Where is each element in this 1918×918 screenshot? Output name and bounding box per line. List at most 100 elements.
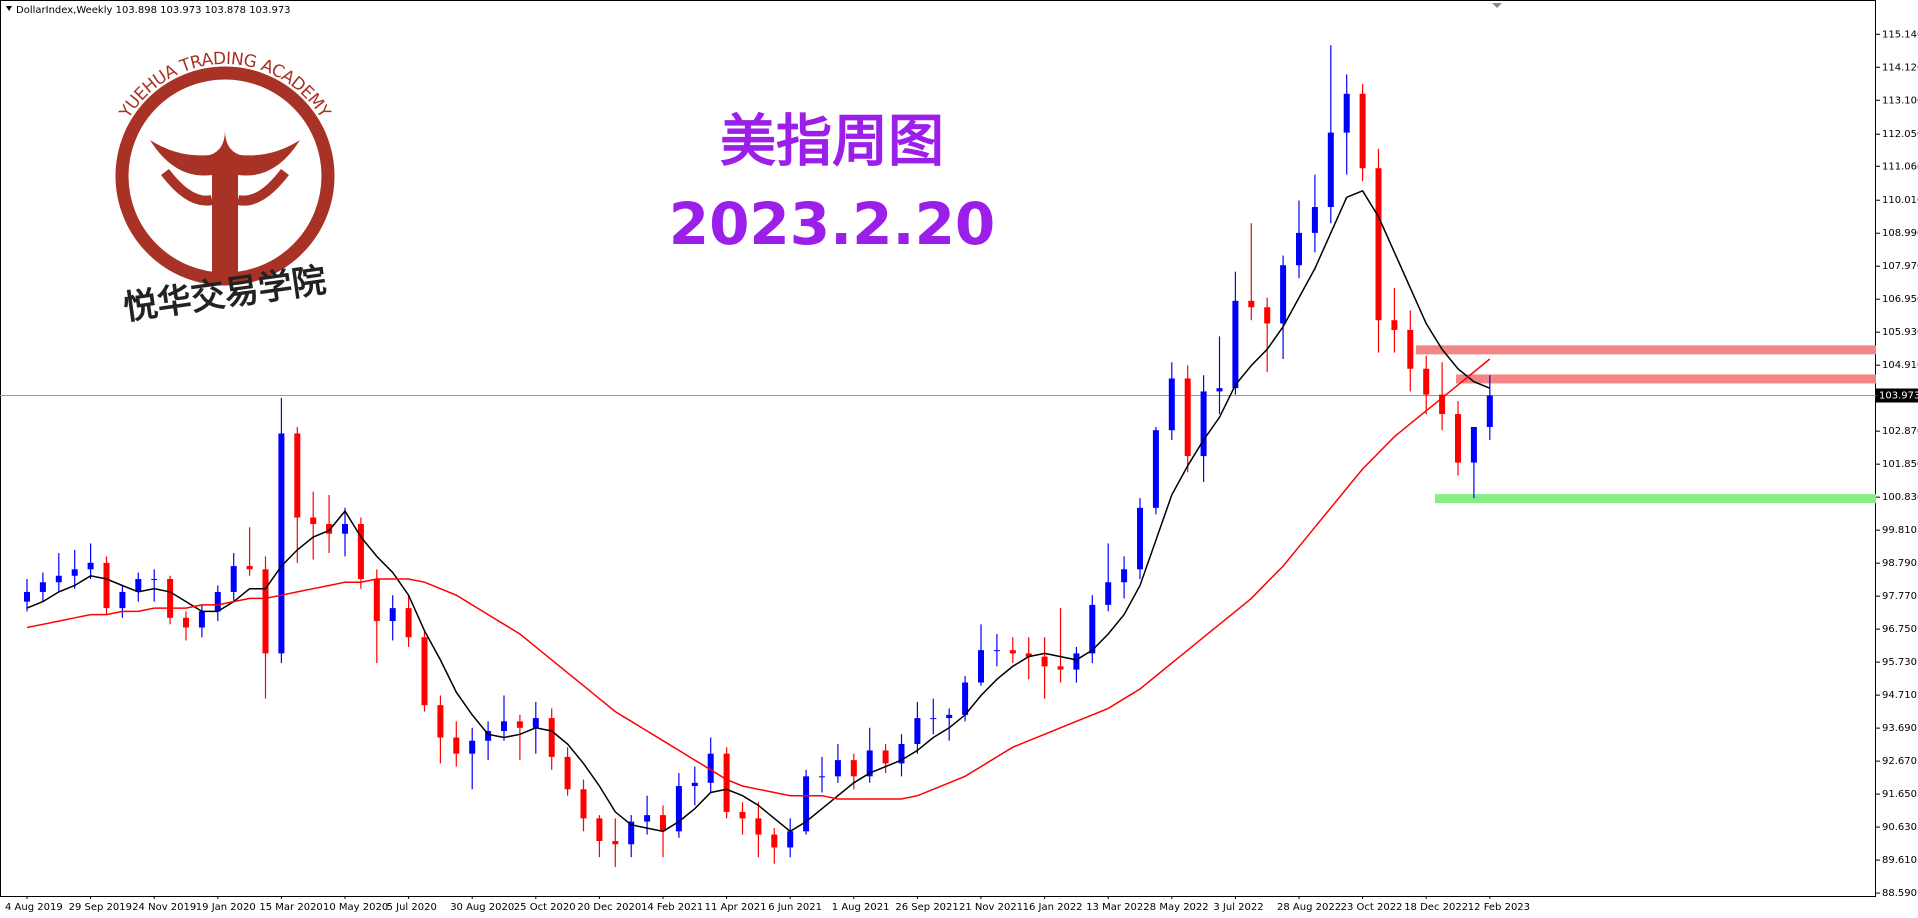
x-tick-label: 25 Oct 2020 xyxy=(514,902,576,913)
candle-body xyxy=(342,524,348,534)
candle-body xyxy=(501,721,507,732)
candle-body xyxy=(1184,378,1191,457)
y-tick-label: 99.810 xyxy=(1882,525,1917,536)
x-tick-label: 29 Sep 2019 xyxy=(69,902,132,913)
logo-ring xyxy=(115,66,335,286)
candle-body xyxy=(644,815,651,822)
x-tick-label: 10 May 2020 xyxy=(323,902,388,913)
candle-body xyxy=(1264,307,1271,324)
y-tick-label: 101.850 xyxy=(1882,459,1918,470)
candle-body xyxy=(1375,168,1382,321)
candle-body xyxy=(1455,414,1461,463)
x-tick-label: 4 Aug 2019 xyxy=(5,902,63,913)
candle-body xyxy=(1105,582,1112,605)
candle-body xyxy=(1009,650,1016,654)
candle-body xyxy=(739,811,746,819)
level-zone xyxy=(1416,345,1876,355)
candle-body xyxy=(55,575,62,583)
candle-body xyxy=(103,562,110,609)
y-tick-label: 107.970 xyxy=(1882,261,1918,272)
candle-body xyxy=(1423,368,1430,395)
candle-body xyxy=(294,433,301,518)
y-tick-label: 115.140 xyxy=(1882,29,1918,40)
x-tick-label: 20 Dec 2020 xyxy=(577,902,641,913)
candle-body xyxy=(39,582,46,592)
last-price-label: 103.973 xyxy=(1879,391,1918,402)
candle-body xyxy=(1407,329,1414,369)
candle-body xyxy=(1025,653,1032,657)
candle-body xyxy=(357,524,364,580)
y-tick-label: 104.910 xyxy=(1882,360,1918,371)
candle-body xyxy=(1391,320,1398,330)
candle-body xyxy=(151,579,158,581)
x-tick-label: 30 Aug 2020 xyxy=(450,902,514,913)
candle-body xyxy=(183,617,189,628)
last-price-box xyxy=(1876,388,1918,403)
candle-body xyxy=(866,750,873,777)
candle-body xyxy=(198,611,205,628)
x-tick-label: 11 Apr 2021 xyxy=(705,902,767,913)
candle-body xyxy=(1296,232,1302,266)
x-tick-label: 18 Dec 2022 xyxy=(1404,902,1468,913)
candle-body xyxy=(850,760,857,777)
candle-body xyxy=(660,815,666,832)
header: DollarIndex,Weekly 103.898 103.973 103.8… xyxy=(16,5,291,16)
candle-body xyxy=(167,579,174,618)
candle-body xyxy=(1137,507,1143,570)
y-tick-label: 102.870 xyxy=(1882,426,1918,437)
candle-body xyxy=(71,569,78,576)
x-tick-label: 12 Feb 2023 xyxy=(1468,902,1530,913)
y-tick-label: 98.790 xyxy=(1882,558,1917,569)
candle-body xyxy=(1359,93,1366,169)
candle-body xyxy=(246,566,253,570)
candle-body xyxy=(898,743,905,764)
candle-body xyxy=(1200,391,1207,457)
candle-body xyxy=(1327,132,1334,208)
candle-body xyxy=(755,818,762,835)
candle-body xyxy=(834,760,841,777)
candle-body xyxy=(1152,430,1159,508)
logo-mark xyxy=(150,130,300,275)
candle-body xyxy=(723,753,730,812)
x-tick-label: 13 Mar 2022 xyxy=(1086,902,1149,913)
y-tick-label: 90.630 xyxy=(1882,822,1917,833)
candle-body xyxy=(1248,300,1255,308)
candle-body xyxy=(691,782,698,787)
candle-body xyxy=(421,637,428,706)
candle-body xyxy=(1311,207,1318,233)
candle-body xyxy=(1168,378,1175,431)
y-tick-label: 108.990 xyxy=(1882,228,1918,239)
candle-body xyxy=(580,789,587,819)
x-tick-label: 28 Aug 2022 xyxy=(1277,902,1341,913)
candle-body xyxy=(262,569,269,654)
candle-body xyxy=(326,524,333,534)
y-tick-label: 105.930 xyxy=(1882,327,1918,338)
x-tick-label: 14 Feb 2021 xyxy=(641,902,703,913)
candle-body xyxy=(993,650,1000,652)
candle-body xyxy=(1041,656,1048,667)
candle-body xyxy=(1057,666,1064,670)
candle-body xyxy=(453,737,460,754)
candle-body xyxy=(707,753,714,783)
candle-body xyxy=(1470,426,1477,463)
x-tick-label: 3 Jul 2022 xyxy=(1213,902,1263,913)
y-tick-label: 106.950 xyxy=(1882,294,1918,305)
candle-body xyxy=(516,721,523,728)
y-tick-label: 110.010 xyxy=(1882,195,1918,206)
moving-average xyxy=(26,189,1491,833)
x-tick-label: 16 Jan 2022 xyxy=(1023,902,1083,913)
x-tick-label: 24 Nov 2019 xyxy=(132,902,196,913)
candle-body xyxy=(596,818,603,842)
y-tick-label: 100.830 xyxy=(1882,492,1918,503)
candle-body xyxy=(771,834,778,848)
candle-body xyxy=(310,517,317,525)
candle-body xyxy=(930,718,937,720)
candle-body xyxy=(119,591,126,609)
candle-body xyxy=(1121,569,1128,583)
chart-title: 美指周图 xyxy=(720,109,944,175)
y-tick-label: 93.690 xyxy=(1882,723,1917,734)
y-tick-label: 88.590 xyxy=(1882,888,1917,899)
candle-body xyxy=(1216,388,1223,392)
x-tick-label: 6 Jun 2021 xyxy=(768,902,822,913)
